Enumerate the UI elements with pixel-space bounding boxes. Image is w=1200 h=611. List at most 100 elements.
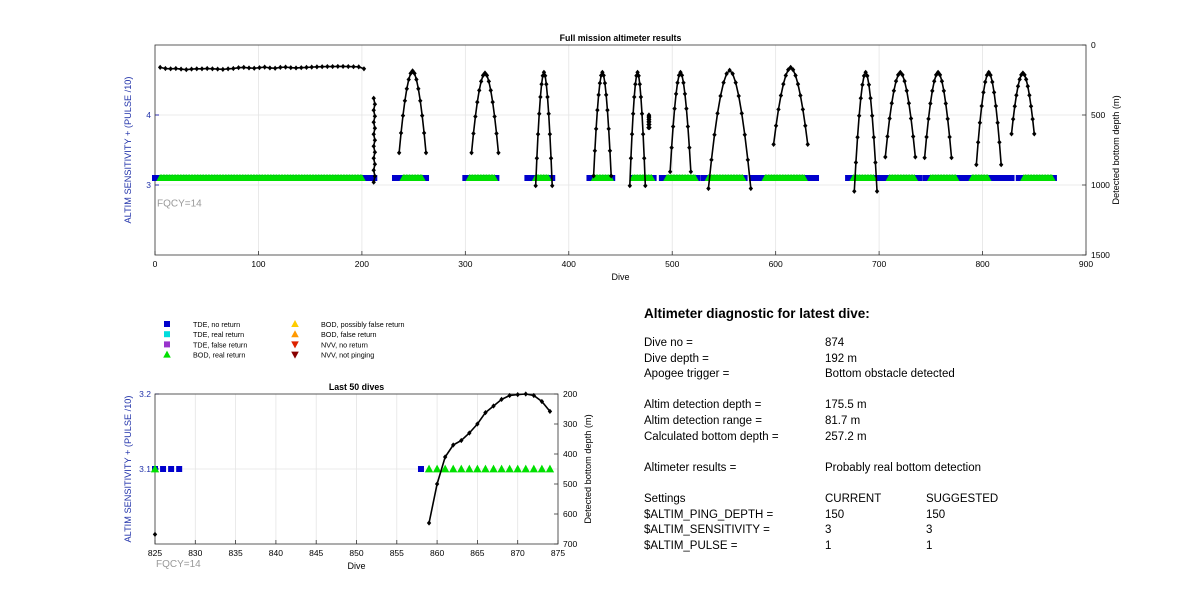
top-depth-marker	[199, 66, 205, 72]
top-tde-no-return-marker	[423, 175, 430, 181]
top-depth-marker	[908, 115, 914, 122]
top-chart-group: 0 100 200 300 400 500 600 700 800 900 3 4 0 500 1000 15…	[123, 33, 1121, 282]
top-depth-marker	[330, 63, 335, 70]
top-depth-marker	[910, 133, 916, 140]
top-depth-marker	[400, 112, 406, 119]
top-depth-marker	[335, 63, 341, 70]
top-depth-marker	[262, 64, 267, 70]
top-depth-marker	[540, 73, 545, 79]
last50-tde-no-return-marker	[168, 466, 175, 472]
diagnostic-panel: Altimeter diagnostic for latest dive: Di…	[644, 306, 1164, 555]
last50-tde-no-return-marker	[417, 466, 424, 472]
top-depth-marker	[684, 106, 689, 112]
top-depth-marker	[591, 173, 596, 179]
last50-depth-marker	[475, 421, 480, 427]
top-y-right-label: Detected bottom depth (m)	[1111, 95, 1121, 204]
last50-depth-marker	[531, 392, 537, 399]
top-depth-marker	[592, 148, 598, 154]
top-depth-marker	[371, 107, 376, 113]
altim-det-range-value: 81.7 m	[825, 414, 861, 427]
top-depth-marker	[871, 134, 876, 140]
last50-depth-marker	[442, 454, 448, 460]
top-depth-marker	[225, 66, 231, 72]
top-depth-marker	[930, 88, 935, 94]
top-x-tick-label: 600	[769, 259, 783, 269]
last50-depth-line	[428, 393, 551, 524]
results-value: Probably real bottom detection	[825, 461, 981, 474]
last50-depth-marker	[152, 531, 158, 537]
top-depth-marker	[805, 141, 810, 147]
top-depth-marker	[679, 72, 685, 78]
last50-depth-marker	[507, 392, 512, 399]
top-bod-real-return-marker	[910, 174, 919, 181]
last50-bod-real-return-marker	[432, 464, 442, 473]
top-depth-marker	[371, 167, 376, 173]
top-depth-marker	[1023, 76, 1029, 82]
last50-x-tick-label: 870	[511, 548, 525, 558]
top-depth-marker	[412, 70, 417, 76]
top-depth-marker	[293, 65, 299, 71]
legend-marker	[163, 350, 171, 358]
last50-depth-marker	[499, 396, 504, 402]
top-depth-marker	[304, 64, 309, 70]
last50-y-right-tick-label: 700	[563, 539, 577, 549]
top-depth-marker	[990, 79, 995, 85]
last50-depth-marker	[451, 442, 456, 448]
top-depth-marker	[627, 183, 633, 189]
top-depth-marker	[1020, 70, 1026, 76]
top-depth-marker	[157, 64, 163, 70]
top-depth-marker	[534, 155, 540, 161]
top-depth-marker	[371, 95, 376, 101]
top-depth-marker	[340, 63, 346, 70]
top-depth-marker	[637, 81, 642, 87]
top-bod-real-return-marker	[418, 174, 426, 181]
top-depth-marker	[981, 89, 986, 96]
top-depth-marker	[932, 78, 937, 84]
top-depth-marker	[288, 65, 294, 71]
top-depth-marker	[210, 66, 215, 72]
last50-bod-real-return-marker	[529, 464, 539, 473]
top-depth-marker	[798, 92, 803, 99]
legend-label: NVV, not pinging	[321, 351, 374, 360]
last50-bod-real-return-marker	[505, 464, 514, 473]
top-depth-marker	[628, 155, 634, 161]
top-depth-marker	[539, 81, 544, 87]
last50-bod-real-return-marker	[449, 464, 458, 473]
top-tde-no-return-marker	[876, 175, 883, 181]
last50-bod-real-return-marker	[537, 464, 547, 473]
top-depth-marker	[550, 183, 555, 189]
top-tde-no-return-marker	[1008, 175, 1015, 181]
top-y-left-label: ALTIM SENSITIVITY + (PULSE /10)	[123, 77, 133, 224]
top-bod-real-return-marker	[738, 174, 747, 181]
top-depth-marker	[642, 155, 647, 161]
last50-bod-real-return-marker	[481, 464, 490, 473]
top-depth-marker	[496, 150, 501, 156]
top-depth-marker	[492, 113, 497, 120]
altim-det-depth-label: Altim detection depth =	[644, 399, 762, 412]
last50-tde-no-return-marker	[160, 466, 167, 472]
top-depth-marker	[997, 139, 1002, 145]
dive-no-row: Dive no = 874	[644, 337, 1164, 353]
top-depth-marker	[736, 93, 741, 99]
top-depth-marker	[607, 148, 613, 154]
top-depth-marker	[371, 179, 376, 185]
top-depth-marker	[795, 81, 801, 87]
top-depth-marker	[742, 132, 747, 138]
top-depth-marker	[630, 111, 636, 117]
last50-bod-real-return-marker	[457, 464, 466, 473]
top-depth-marker	[596, 92, 601, 98]
last50-x-tick-label: 825	[148, 548, 162, 558]
last50-x-tick-label: 865	[470, 548, 484, 558]
top-tde-no-return-marker	[964, 175, 971, 181]
top-depth-marker	[597, 80, 603, 86]
top-depth-marker	[778, 92, 784, 99]
top-depth-marker	[995, 120, 1000, 126]
top-depth-marker	[924, 134, 929, 140]
top-depth-marker	[790, 67, 796, 73]
top-depth-marker	[687, 145, 692, 151]
top-depth-marker	[215, 66, 220, 72]
top-depth-marker	[856, 113, 862, 119]
legend-label: BOD, possibly false return	[321, 320, 405, 329]
top-depth-marker	[246, 65, 252, 71]
top-depth-marker	[1010, 116, 1016, 122]
